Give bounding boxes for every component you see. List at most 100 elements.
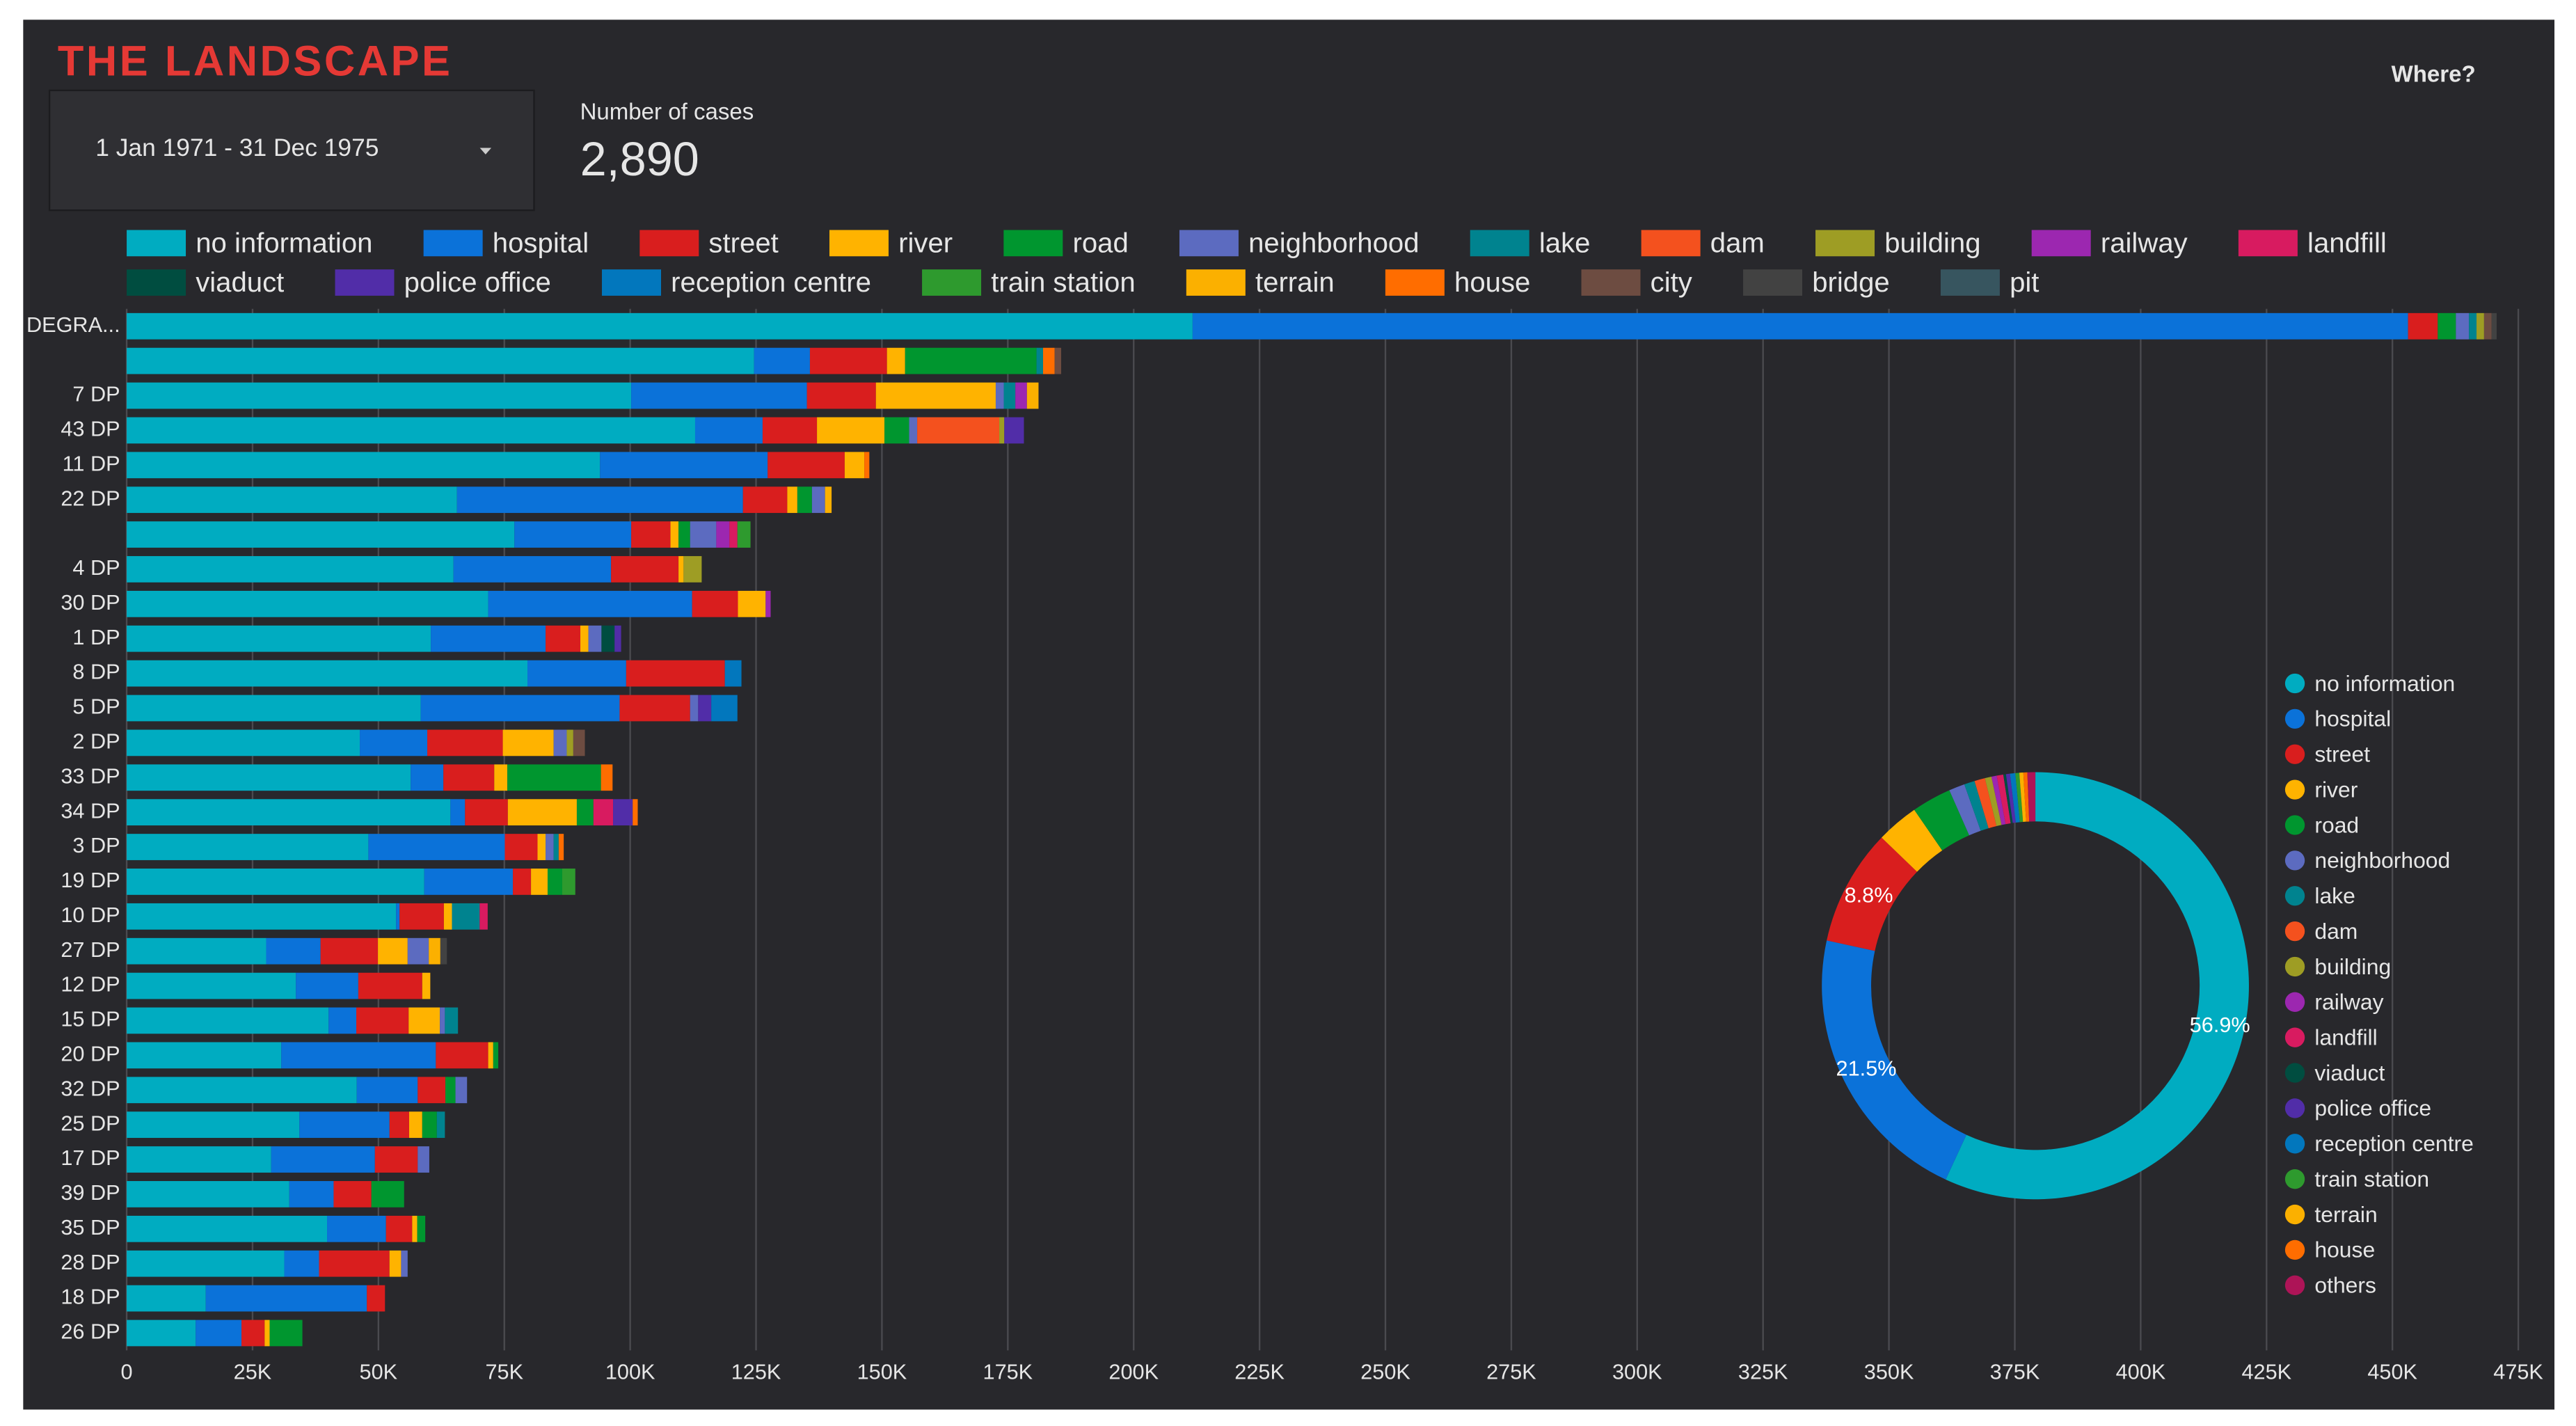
bar-segment: [600, 452, 768, 479]
legend-label: landfill: [2314, 1025, 2377, 1050]
x-tick-label: 0: [121, 1360, 133, 1384]
bar-segment: [844, 452, 865, 479]
x-tick-label: 400K: [2116, 1360, 2166, 1384]
legend-label: city: [1651, 267, 1692, 298]
legend-swatch: [1815, 230, 1875, 257]
bar-segment: [626, 660, 725, 687]
bar-segment: [1054, 347, 1062, 374]
bar-segment: [431, 625, 546, 652]
x-tick-label: 375K: [1990, 1360, 2040, 1384]
donut-slice: [1974, 778, 1997, 829]
bar-segment: [418, 1077, 446, 1104]
bar-segment: [601, 625, 615, 652]
legend-label: railway: [2101, 227, 2188, 258]
donut-slice: [2019, 772, 2026, 822]
bar-segment: [408, 1007, 440, 1034]
legend-label: building: [2314, 954, 2391, 979]
bar-segment: [368, 834, 505, 860]
y-tick-label: 12 DP: [61, 972, 120, 997]
bar-segment: [917, 417, 1000, 444]
y-tick-label: DEGRA...: [26, 312, 120, 337]
bar-segment: [762, 417, 818, 444]
bar-segment: [690, 695, 699, 722]
bar-segment: [127, 1285, 206, 1312]
y-tick-label: 2 DP: [72, 729, 120, 753]
metric-label: Number of cases: [580, 100, 754, 125]
bar-segment: [1036, 347, 1043, 374]
bar-segment: [692, 590, 738, 617]
bar-segment: [631, 382, 807, 409]
bar-segment: [619, 695, 690, 722]
bar-segment: [527, 660, 626, 687]
bar-segment: [420, 695, 620, 722]
bar-segment: [333, 1181, 372, 1207]
legend-label: terrain: [1255, 267, 1335, 298]
legend-dot: [2284, 1098, 2305, 1118]
legend-swatch: [2031, 230, 2091, 257]
legend-label: reception centre: [671, 267, 871, 298]
bar-segment: [614, 625, 621, 652]
bar-segment: [1004, 417, 1024, 444]
bar-segment: [127, 1077, 357, 1104]
legend-label: house: [1454, 267, 1530, 298]
title: THE LANDSCAPE: [58, 37, 453, 85]
y-tick-label: 4 DP: [72, 555, 120, 580]
bar-segment: [127, 521, 515, 548]
legend-label: hospital: [493, 227, 589, 258]
bar-segment: [289, 1181, 334, 1207]
legend-swatch: [2238, 230, 2298, 257]
bar-segment: [360, 729, 428, 756]
bar-segment: [389, 1250, 401, 1277]
bar-segment: [358, 972, 422, 999]
where-filter[interactable]: Where?: [2392, 61, 2476, 87]
x-tick-label: 150K: [857, 1360, 907, 1384]
donut-slice: [1914, 790, 1969, 850]
bar-segment: [411, 764, 444, 791]
donut-slice: [2023, 772, 2030, 822]
donut-slice: [2005, 773, 2016, 823]
bar-segment: [817, 417, 885, 444]
legend-label: reception centre: [2314, 1131, 2473, 1156]
bar-segment: [631, 521, 671, 548]
bar-segment: [633, 799, 638, 826]
bar-segment: [513, 869, 532, 895]
bar-segment: [507, 764, 601, 791]
bar-segment: [127, 834, 369, 860]
bar-segment: [537, 834, 546, 860]
bar-segment: [875, 382, 996, 409]
x-tick-label: 75K: [485, 1360, 523, 1384]
bar-segment: [690, 521, 717, 548]
legend-label: railway: [2314, 990, 2383, 1015]
bar-segment: [127, 1042, 282, 1069]
legend-dot: [2284, 673, 2305, 694]
x-tick-label: 450K: [2367, 1360, 2417, 1384]
bar-segment: [296, 972, 358, 999]
y-tick-label: 43 DP: [61, 417, 120, 441]
x-tick-label: 350K: [1864, 1360, 1914, 1384]
y-tick-label: 5 DP: [72, 695, 120, 719]
dropdown-caret[interactable]: [479, 148, 492, 155]
bar-segment: [453, 556, 612, 583]
date-dropdown[interactable]: [48, 89, 535, 212]
bar-segment: [427, 729, 503, 756]
date-range[interactable]: 1 Jan 1971 - 31 Dec 1975: [95, 134, 379, 161]
bar-segment: [378, 937, 408, 965]
bar-segment: [127, 764, 411, 791]
y-tick-label: 39 DP: [61, 1180, 120, 1205]
bar-segment: [127, 1320, 196, 1347]
bar-segment: [452, 903, 480, 930]
slice-label: 8.8%: [1845, 883, 1893, 908]
x-tick-label: 250K: [1360, 1360, 1410, 1384]
legend-label: street: [708, 227, 778, 258]
bar-segment: [389, 1111, 409, 1139]
legend-swatch: [1385, 269, 1445, 296]
bar-segment: [909, 417, 918, 444]
legend-dot: [2284, 1134, 2305, 1154]
bar-segment: [422, 1111, 437, 1139]
donut-slice: [2015, 773, 2024, 823]
bar-segment: [127, 937, 267, 965]
legend-label: river: [898, 227, 953, 258]
bar-segment: [407, 937, 429, 965]
y-tick-label: 30 DP: [61, 590, 120, 615]
